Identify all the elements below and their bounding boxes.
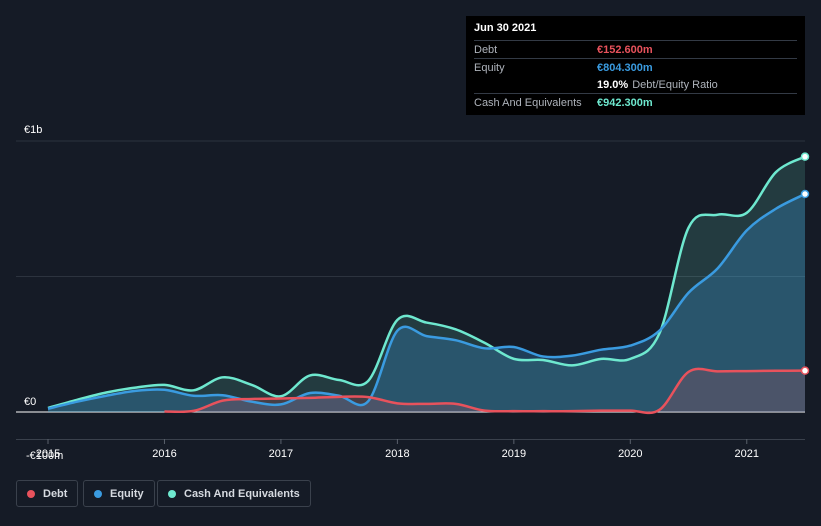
tooltip-value: 19.0%: [597, 79, 629, 91]
tooltip-date: Jun 30 2021: [474, 22, 537, 34]
y-tick-label: -€100m: [26, 450, 63, 462]
tooltip-label: Debt: [474, 44, 498, 56]
tooltip-ratio-label: Debt/Equity Ratio: [632, 79, 718, 91]
x-axis-line: [16, 439, 805, 440]
x-tick-label: 2019: [502, 448, 526, 460]
legend-label: Cash And Equivalents: [184, 487, 300, 500]
cash-and-equivalents-line: [47, 155, 806, 410]
end-markers: [800, 152, 810, 375]
tooltip-row-cash: Cash And Equivalents €942.300m: [474, 93, 797, 111]
x-tick-label: 2018: [385, 448, 409, 460]
legend-item-debt[interactable]: Debt: [16, 480, 79, 507]
debt-dot-icon: [27, 489, 35, 498]
x-tick-label: 2020: [618, 448, 642, 460]
tooltip-row-equity: Equity €804.300m: [474, 58, 797, 76]
legend-label: Debt: [43, 487, 68, 500]
tooltip-value: €942.300m: [597, 97, 653, 109]
x-tick-label: 2017: [269, 448, 293, 460]
tooltip-label: Equity: [474, 62, 505, 74]
y-tick-label: €1b: [24, 124, 42, 136]
tooltip-panel: Jun 30 2021 Debt €152.600m Equity €804.3…: [466, 16, 805, 115]
y-tick-label: €0: [24, 396, 36, 408]
series-lines: [47, 155, 806, 415]
legend-item-equity[interactable]: Equity: [83, 480, 155, 507]
equity-area: [48, 194, 805, 412]
cash-and-equivalents-end-point: [800, 152, 810, 161]
tooltip-row-debt: Debt €152.600m: [474, 40, 797, 58]
cash-dot-icon: [168, 489, 176, 498]
debt-end-point: [800, 366, 810, 375]
x-tick-label: 2015: [36, 448, 60, 460]
equity-end-point: [800, 189, 810, 199]
x-tick-label: 2016: [152, 448, 176, 460]
equity-dot-icon: [94, 489, 102, 498]
series-areas: [48, 156, 805, 413]
debt-area: [164, 368, 805, 413]
cash-and-equivalents-area: [48, 156, 805, 412]
tooltip-value: €804.300m: [597, 62, 653, 74]
debt-line: [164, 367, 806, 415]
tooltip-row-ratio: 19.0% Debt/Equity Ratio: [474, 76, 797, 93]
tooltip-label: Cash And Equivalents: [474, 97, 582, 109]
legend-label: Equity: [110, 487, 144, 500]
x-tick-label: 2021: [735, 448, 759, 460]
tooltip-value: €152.600m: [597, 44, 653, 56]
legend-item-cash[interactable]: Cash And Equivalents: [157, 480, 311, 507]
equity-line: [47, 192, 806, 410]
